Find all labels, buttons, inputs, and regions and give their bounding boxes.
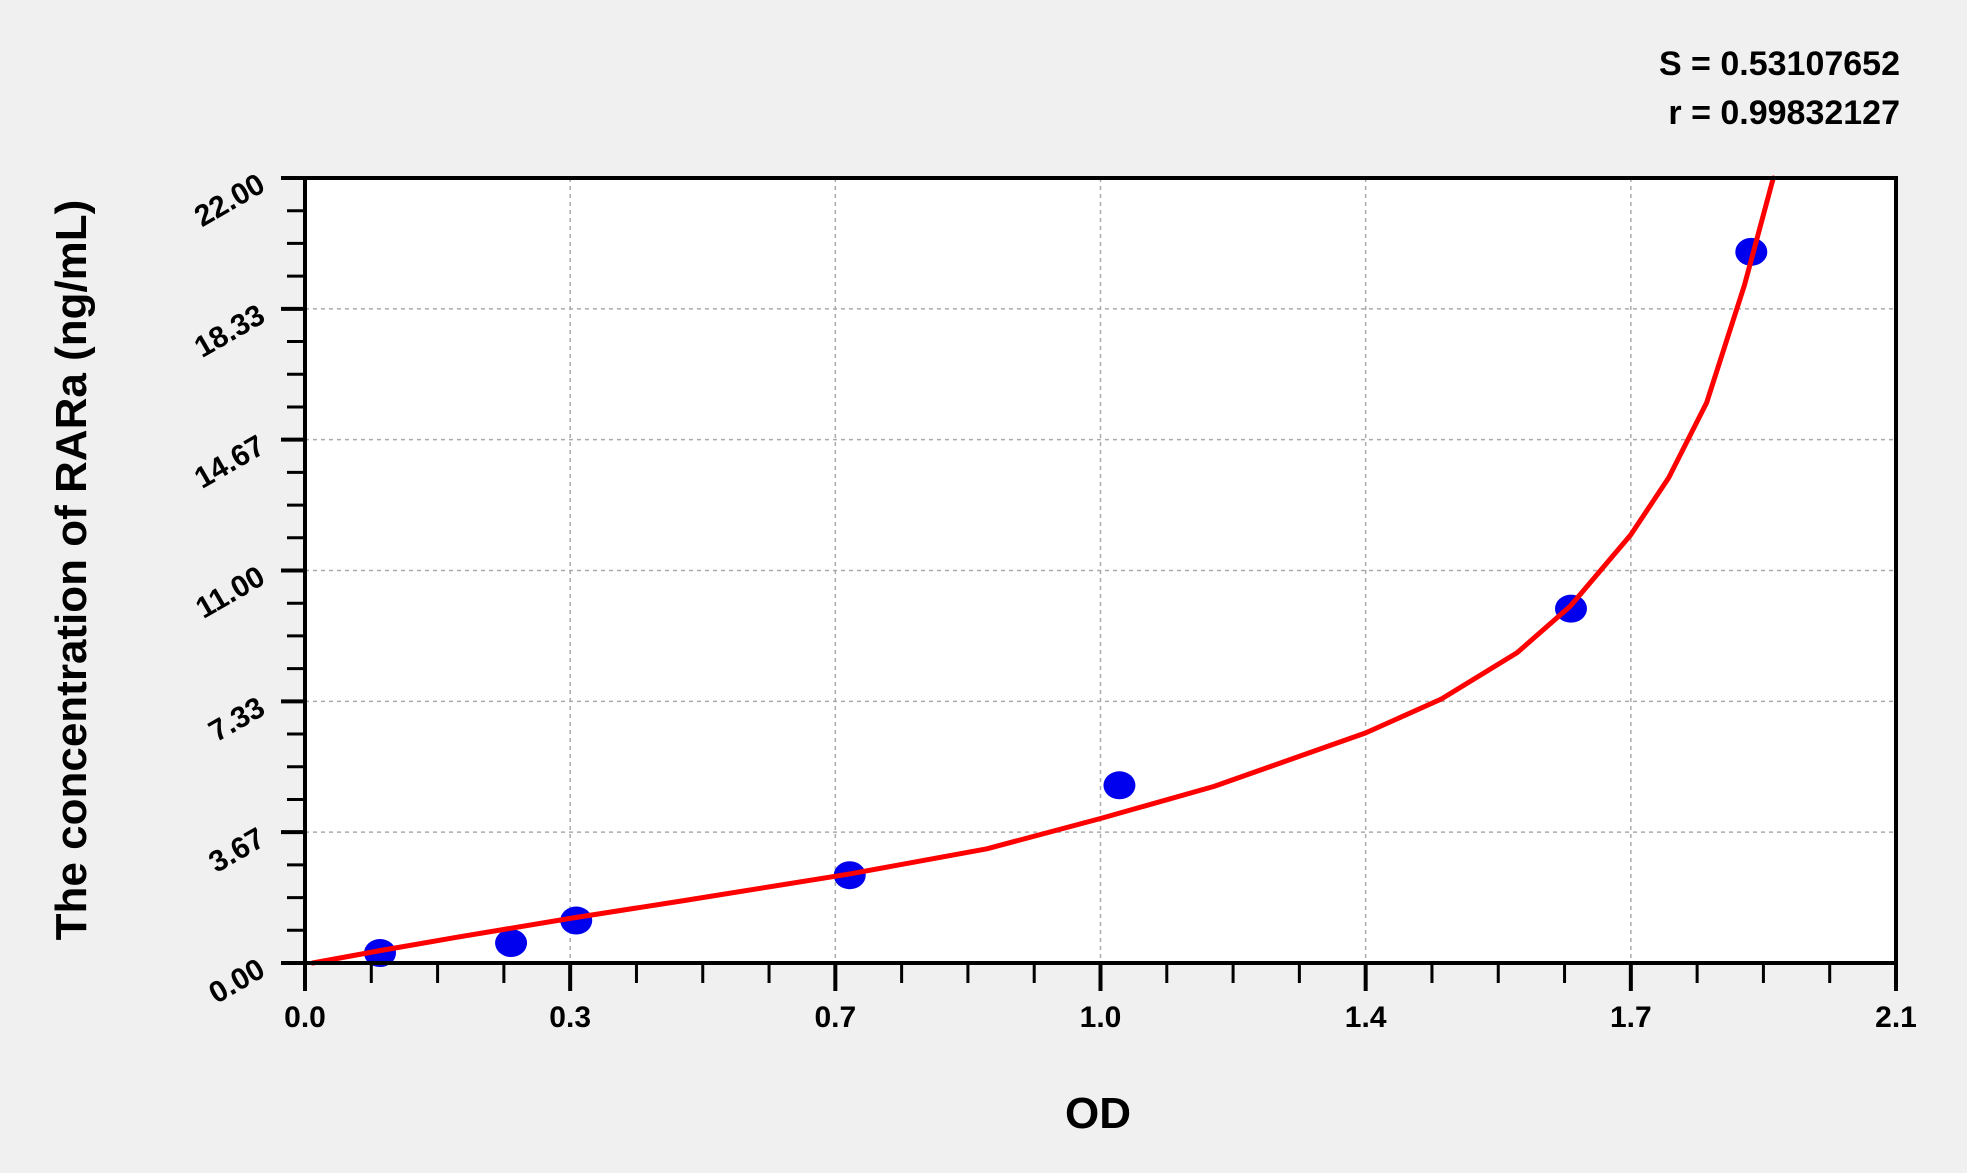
y-tick-label: 22.00 [189,167,271,233]
x-tick-label: 0.0 [284,1001,326,1034]
x-tick-label: 0.3 [549,1001,591,1034]
axis-ticks [281,176,1898,991]
r-statistic: r = 0.99832127 [1668,94,1900,132]
y-tick-label: 3.67 [203,822,270,880]
data-point [560,906,593,935]
y-tick-labels: 0.00 3.67 7.33 11.00 14.67 18.33 22.00 [189,167,271,1010]
grid [305,178,1896,963]
fit-curve [310,175,1776,966]
x-tick-label: 1.0 [1080,1001,1122,1034]
data-point [1103,771,1136,800]
y-tick-label: 0.00 [203,952,270,1010]
x-tick-labels: 0.0 0.3 0.7 1.0 1.4 1.7 2.1 [284,1001,1917,1034]
y-tick-label: 18.33 [189,298,271,364]
y-tick-label: 7.33 [203,691,270,749]
x-tick-label: 1.7 [1610,1001,1652,1034]
x-tick-label: 0.7 [814,1001,856,1034]
y-tick-label: 14.67 [189,429,271,495]
y-tick-label: 11.00 [190,560,270,625]
x-axis-title: OD [1065,1089,1131,1138]
x-tick-label: 1.4 [1345,1001,1387,1034]
data-point [495,929,528,958]
s-statistic: S = 0.53107652 [1659,45,1900,83]
x-tick-label: 2.1 [1875,1001,1917,1034]
y-axis-title: The concentration of RARa (ng/mL) [47,200,96,941]
fit-curve-layer [310,175,1776,966]
